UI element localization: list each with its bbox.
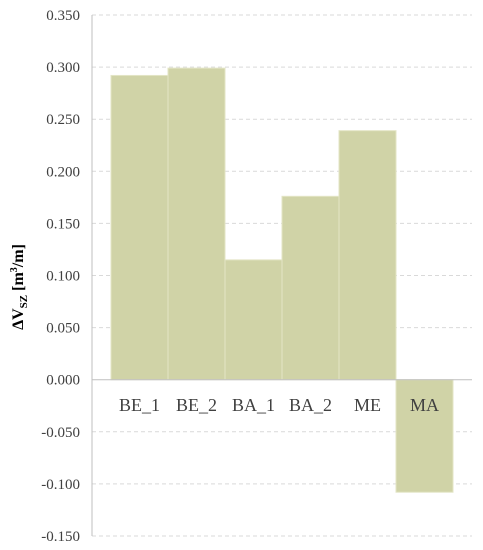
bar-be-2: [167, 67, 226, 381]
category-labels: BE_1 BE_2 BA_1 BA_2 ME MA: [119, 395, 439, 415]
y-tick-label: 0.350: [46, 8, 80, 24]
category-label: BA_2: [289, 395, 332, 415]
y-tick-label: -0.100: [41, 477, 80, 493]
bar-ba-2: [281, 195, 340, 381]
y-tick-label: 0.050: [46, 321, 80, 337]
y-tick-label: -0.150: [41, 529, 80, 545]
y-tick-label: 0.300: [46, 60, 80, 76]
bar-be-1: [110, 74, 169, 381]
y-tick-label: 0.100: [46, 269, 80, 285]
category-label: BE_1: [119, 395, 160, 415]
y-axis-title-base: ΔV: [10, 308, 27, 330]
y-axis-title-subscript: SZ: [18, 295, 30, 308]
category-label: MA: [410, 395, 439, 415]
y-tick-labels: 0.350 0.300 0.250 0.200 0.150 0.100 0.050 0.000…: [41, 8, 80, 545]
y-tick-label: 0.250: [46, 112, 80, 128]
category-label: BE_2: [176, 395, 217, 415]
category-label: BA_1: [232, 395, 275, 415]
bar-ba-1: [224, 259, 283, 381]
y-tick-label: 0.200: [46, 164, 80, 180]
y-axis-title-superscript: 3: [9, 267, 20, 272]
y-axis-title-unit-open: [m: [10, 272, 27, 295]
category-label: ME: [354, 395, 381, 415]
y-axis-title: ΔVSZ [m3/m]: [9, 244, 30, 330]
bars: [110, 67, 454, 493]
bar-me: [338, 130, 397, 381]
axes: [91, 15, 472, 536]
y-tick-label: 0.000: [46, 373, 80, 389]
y-axis-title-unit-close: /m]: [10, 244, 27, 268]
y-tick-label: -0.050: [41, 425, 80, 441]
y-tick-label: 0.150: [46, 216, 80, 232]
